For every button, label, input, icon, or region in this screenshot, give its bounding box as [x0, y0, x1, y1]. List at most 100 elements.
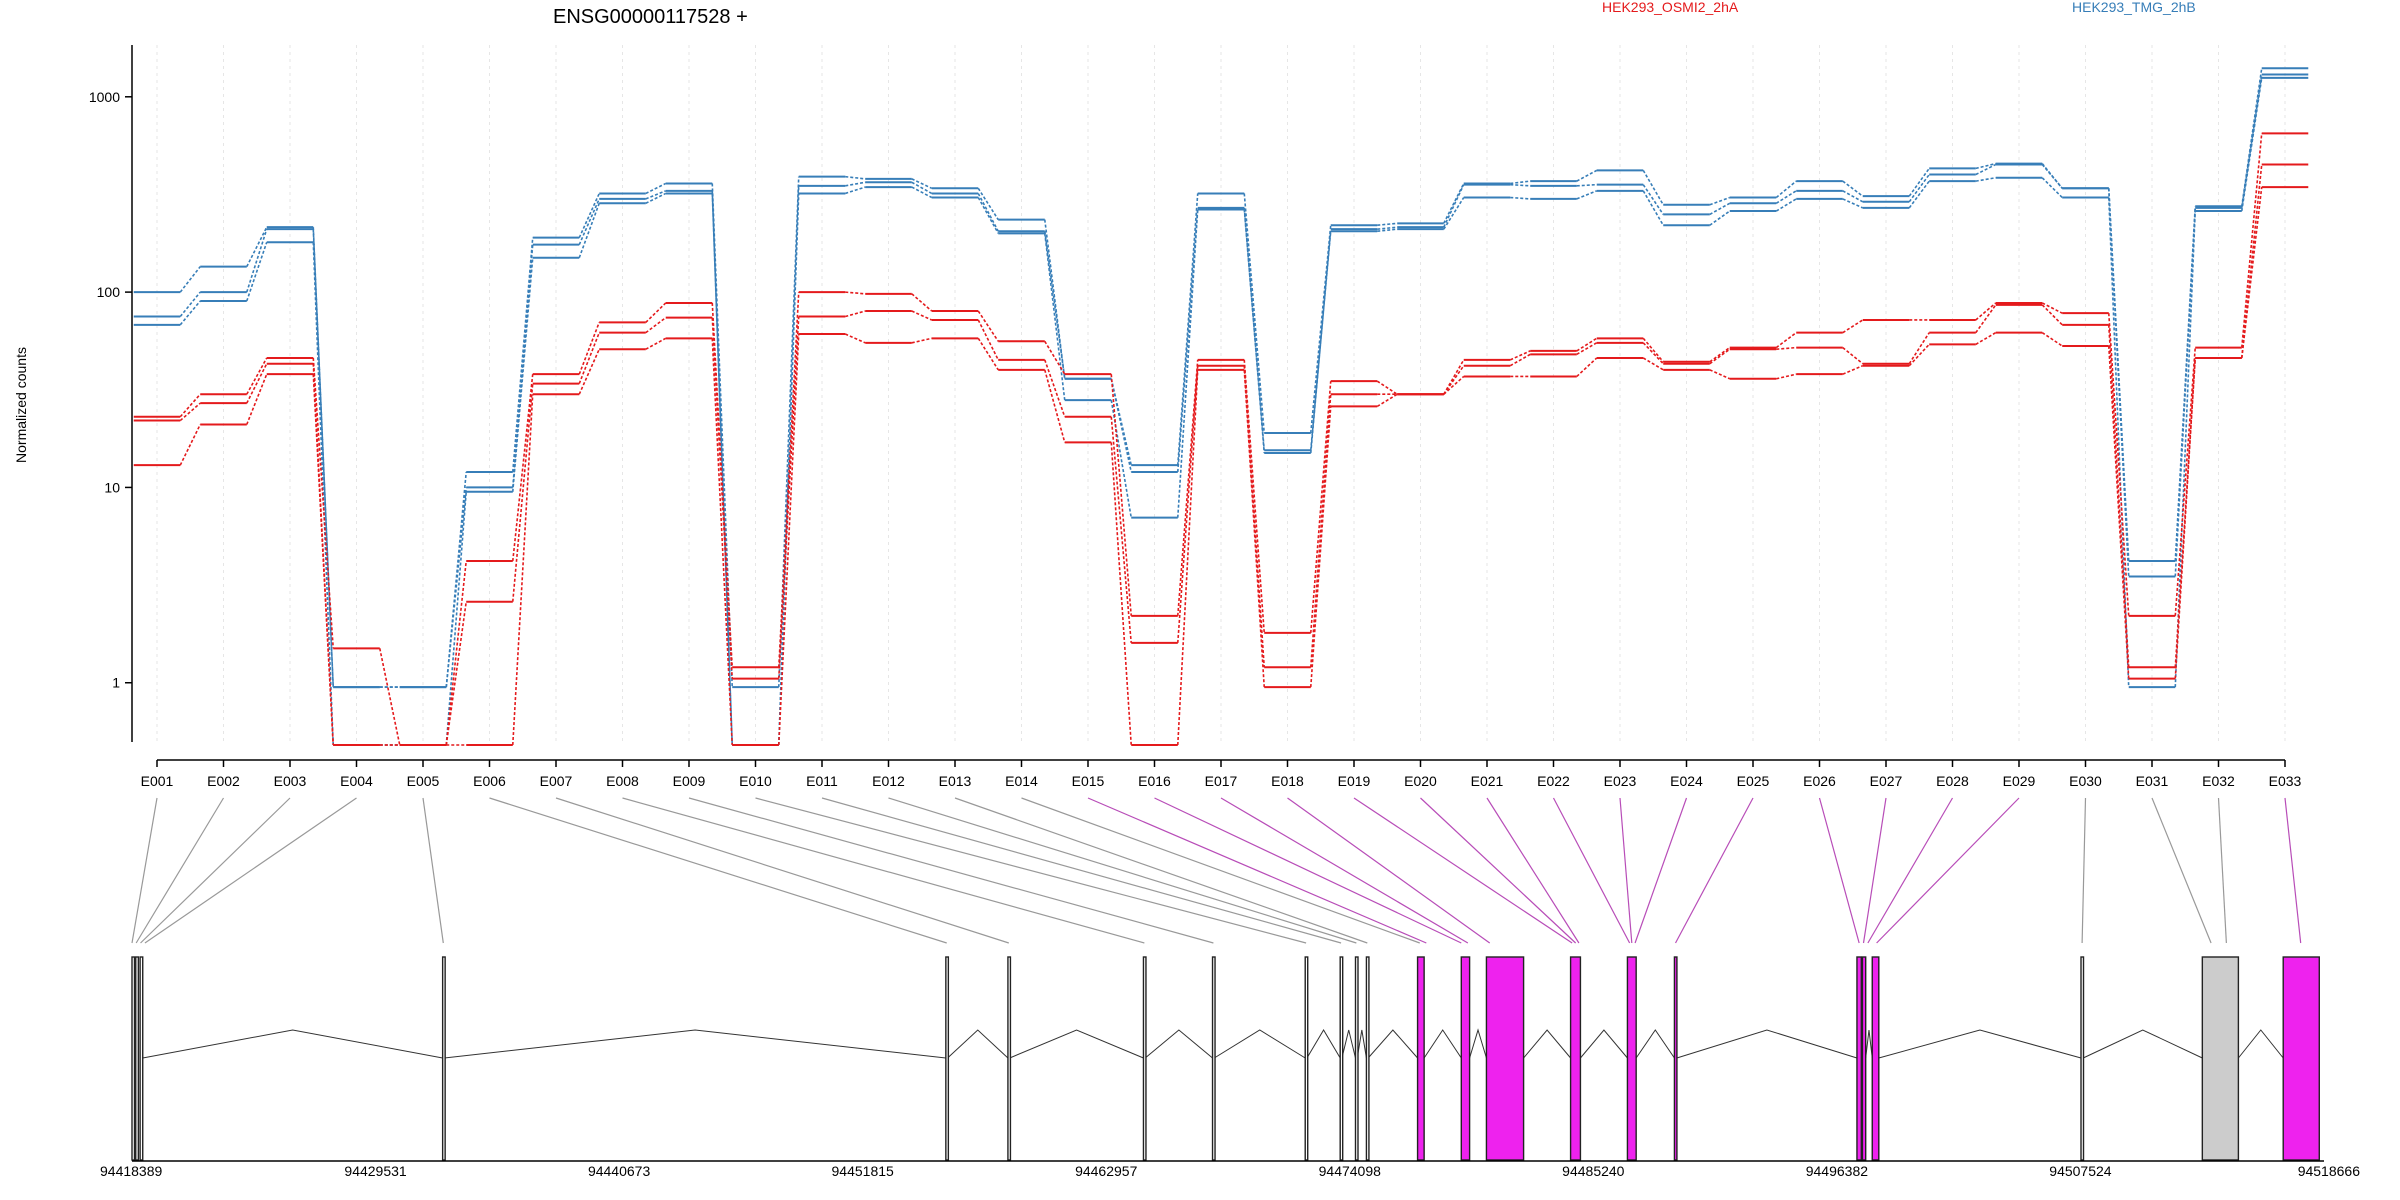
- intron: [142, 1029, 443, 1059]
- series-connector: [1775, 180, 1797, 199]
- series-connector: [2107, 324, 2130, 668]
- x-tick-label-e027: E027: [1870, 773, 1903, 789]
- x-tick-label-e015: E015: [1072, 773, 1105, 789]
- intron: [1367, 1029, 1418, 1059]
- series-connector: [1908, 167, 1930, 197]
- series-connector: [1709, 210, 1731, 226]
- coordinate-label: 94496382: [1806, 1163, 1869, 1179]
- series-connector: [845, 186, 866, 195]
- series-connector: [1443, 375, 1465, 395]
- series-5: [133, 186, 2309, 746]
- exon-connector: [1486, 797, 1580, 944]
- exon-connector: [1674, 797, 1754, 944]
- exon-connector: [140, 797, 291, 944]
- exon-connector-lines: [131, 797, 2302, 944]
- series-connector: [1510, 196, 1531, 200]
- series-connector: [1775, 198, 1797, 212]
- exon-connector: [1021, 797, 1420, 944]
- x-tick-label-e002: E002: [207, 773, 240, 789]
- series-connector: [2240, 133, 2263, 348]
- genomic-coordinate-axis: 94418389 94429531 94440673 94451815 94462957…: [100, 1160, 2361, 1179]
- series-connector: [1309, 394, 1332, 668]
- series-connector: [1576, 183, 1597, 187]
- x-tick-label-e004: E004: [340, 773, 373, 789]
- series-connector: [179, 291, 201, 318]
- series-connector: [711, 317, 734, 679]
- intron: [1635, 1029, 1675, 1059]
- series-connector: [179, 424, 201, 466]
- coordinate-label: 94451815: [832, 1163, 895, 1179]
- intron: [1306, 1029, 1341, 1059]
- series-connector: [445, 491, 468, 746]
- series-connector: [1576, 342, 1598, 356]
- series-connector: [1908, 180, 1930, 209]
- series-connector: [246, 357, 268, 395]
- coordinate-label: 94418389: [100, 1163, 163, 1179]
- series-connector: [1842, 190, 1864, 203]
- coordinate-label: 94518666: [2298, 1163, 2361, 1179]
- series-connector: [2107, 313, 2130, 616]
- exon-connector: [555, 797, 1009, 944]
- series-connector: [1044, 359, 1066, 418]
- series-connector: [1443, 197, 1465, 230]
- series-connector: [1775, 332, 1797, 349]
- exon-block: [1339, 956, 1344, 1161]
- series-connector: [911, 293, 933, 312]
- intron: [1423, 1029, 1462, 1059]
- series-connector: [2107, 197, 2130, 688]
- series-connector: [2041, 177, 2063, 199]
- x-axis: E001 E002 E003 E004 E005 E006 E007 E008 E009 E010…: [141, 759, 2302, 789]
- series-connector: [1243, 369, 1266, 688]
- x-tick-label-e028: E028: [1936, 773, 1969, 789]
- series-connector: [1110, 442, 1133, 746]
- exon-connector: [1867, 797, 1954, 944]
- series-connector: [977, 337, 999, 371]
- x-tick-label-e001: E001: [141, 773, 174, 789]
- intron: [1469, 1028, 1487, 1059]
- y-tick-label: 10: [104, 479, 120, 495]
- series-connector: [1110, 416, 1133, 643]
- series-connector: [179, 300, 201, 326]
- series-connector: [1243, 193, 1266, 434]
- series-connector: [1642, 190, 1664, 226]
- series-connector: [511, 374, 534, 562]
- series-connector: [1842, 198, 1864, 209]
- series-connector: [711, 193, 734, 746]
- series-connector: [1377, 228, 1398, 233]
- series-connector: [1775, 190, 1797, 204]
- series-connector: [1510, 180, 1531, 185]
- series-connector: [2174, 347, 2197, 616]
- grid-lines: [156, 45, 2286, 742]
- series-connector: [1975, 163, 1997, 176]
- series-connector: [845, 181, 866, 187]
- exon-block: [2201, 956, 2240, 1161]
- x-tick-label-e018: E018: [1271, 773, 1304, 789]
- exon-connector: [2217, 797, 2227, 944]
- coordinate-label: 94440673: [588, 1163, 651, 1179]
- series-connector: [246, 363, 268, 404]
- series-connector: [777, 292, 800, 668]
- series-connector: [1842, 180, 1864, 197]
- series-connector: [1642, 184, 1664, 215]
- series-connector: [2174, 357, 2197, 679]
- series-connector: [1176, 365, 1199, 643]
- series-connector: [1377, 226, 1398, 230]
- series-connector: [1377, 222, 1398, 227]
- series-connector: [1975, 162, 1996, 170]
- series-connector: [578, 348, 600, 395]
- exon-block: [1304, 956, 1309, 1161]
- intron: [1009, 1029, 1144, 1059]
- legend-entry-tmg: HEK293_TMG_2hB: [2072, 0, 2196, 15]
- x-tick-label-e026: E026: [1803, 773, 1836, 789]
- series-connector: [1309, 406, 1332, 688]
- series-connector: [578, 322, 600, 375]
- intron: [1523, 1029, 1571, 1059]
- series-connector: [1776, 373, 1797, 380]
- series-connector: [845, 175, 866, 180]
- series-connector: [977, 319, 999, 361]
- exon-connector: [1287, 797, 1491, 944]
- series-connector: [2174, 211, 2197, 688]
- series-connector: [1176, 209, 1199, 518]
- series-connector: [1376, 380, 1398, 395]
- exon-block: [1354, 956, 1359, 1161]
